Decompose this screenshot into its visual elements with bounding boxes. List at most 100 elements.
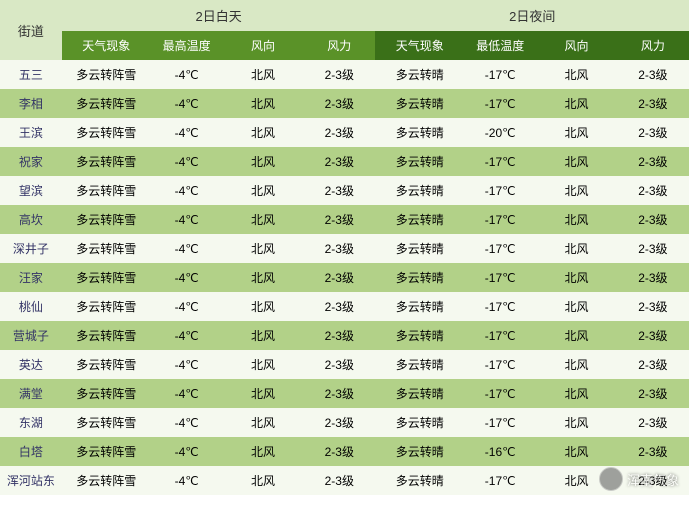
cell-day-weather: 多云转阵雪	[62, 350, 151, 379]
cell-low: -17℃	[464, 89, 536, 118]
table-header: 街道 2日白天 2日夜间 天气现象 最高温度 风向 风力 天气现象 最低温度 风…	[0, 0, 689, 60]
cell-street: 深井子	[0, 234, 62, 263]
cell-high: -4℃	[151, 89, 223, 118]
cell-day-winddir: 北风	[223, 205, 303, 234]
table-row: 祝家多云转阵雪-4℃北风2-3级多云转晴-17℃北风2-3级	[0, 147, 689, 176]
cell-day-weather: 多云转阵雪	[62, 118, 151, 147]
cell-night-weather: 多云转晴	[375, 176, 464, 205]
cell-night-weather: 多云转晴	[375, 205, 464, 234]
cell-low: -17℃	[464, 379, 536, 408]
cell-night-weather: 多云转晴	[375, 118, 464, 147]
cell-night-winddir: 北风	[536, 408, 616, 437]
cell-day-windforce: 2-3级	[303, 408, 375, 437]
cell-day-winddir: 北风	[223, 466, 303, 495]
cell-day-winddir: 北风	[223, 350, 303, 379]
cell-street: 王滨	[0, 118, 62, 147]
cell-low: -17℃	[464, 321, 536, 350]
cell-low: -17℃	[464, 292, 536, 321]
cell-day-winddir: 北风	[223, 118, 303, 147]
cell-day-windforce: 2-3级	[303, 234, 375, 263]
cell-night-weather: 多云转晴	[375, 379, 464, 408]
cell-day-windforce: 2-3级	[303, 466, 375, 495]
cell-low: -20℃	[464, 118, 536, 147]
table-row: 东湖多云转阵雪-4℃北风2-3级多云转晴-17℃北风2-3级	[0, 408, 689, 437]
cell-night-weather: 多云转晴	[375, 321, 464, 350]
cell-day-winddir: 北风	[223, 263, 303, 292]
cell-day-weather: 多云转阵雪	[62, 321, 151, 350]
cell-night-winddir: 北风	[536, 234, 616, 263]
cell-low: -17℃	[464, 234, 536, 263]
cell-high: -4℃	[151, 205, 223, 234]
cell-day-windforce: 2-3级	[303, 147, 375, 176]
cell-street: 李相	[0, 89, 62, 118]
cell-day-windforce: 2-3级	[303, 321, 375, 350]
col-night-winddir: 风向	[536, 31, 616, 60]
table-row: 汪家多云转阵雪-4℃北风2-3级多云转晴-17℃北风2-3级	[0, 263, 689, 292]
weather-table: 街道 2日白天 2日夜间 天气现象 最高温度 风向 风力 天气现象 最低温度 风…	[0, 0, 689, 495]
cell-night-windforce: 2-3级	[617, 147, 689, 176]
cell-day-windforce: 2-3级	[303, 437, 375, 466]
table-body: 五三多云转阵雪-4℃北风2-3级多云转晴-17℃北风2-3级李相多云转阵雪-4℃…	[0, 60, 689, 495]
cell-night-weather: 多云转晴	[375, 60, 464, 89]
cell-night-winddir: 北风	[536, 118, 616, 147]
cell-day-windforce: 2-3级	[303, 118, 375, 147]
col-night-windforce: 风力	[617, 31, 689, 60]
cell-day-weather: 多云转阵雪	[62, 89, 151, 118]
cell-street: 五三	[0, 60, 62, 89]
cell-night-winddir: 北风	[536, 321, 616, 350]
cell-high: -4℃	[151, 60, 223, 89]
cell-high: -4℃	[151, 350, 223, 379]
cell-low: -17℃	[464, 408, 536, 437]
cell-high: -4℃	[151, 176, 223, 205]
cell-day-windforce: 2-3级	[303, 60, 375, 89]
cell-night-weather: 多云转晴	[375, 466, 464, 495]
cell-night-weather: 多云转晴	[375, 89, 464, 118]
cell-night-winddir: 北风	[536, 379, 616, 408]
table-row: 望滨多云转阵雪-4℃北风2-3级多云转晴-17℃北风2-3级	[0, 176, 689, 205]
col-day-weather: 天气现象	[62, 31, 151, 60]
cell-day-windforce: 2-3级	[303, 205, 375, 234]
cell-high: -4℃	[151, 321, 223, 350]
cell-day-windforce: 2-3级	[303, 350, 375, 379]
table-row: 深井子多云转阵雪-4℃北风2-3级多云转晴-17℃北风2-3级	[0, 234, 689, 263]
cell-day-winddir: 北风	[223, 147, 303, 176]
cell-night-winddir: 北风	[536, 292, 616, 321]
cell-night-winddir: 北风	[536, 466, 616, 495]
cell-low: -17℃	[464, 60, 536, 89]
table-row: 英达多云转阵雪-4℃北风2-3级多云转晴-17℃北风2-3级	[0, 350, 689, 379]
cell-night-winddir: 北风	[536, 89, 616, 118]
col-night-low: 最低温度	[464, 31, 536, 60]
cell-night-windforce: 2-3级	[617, 263, 689, 292]
cell-night-windforce: 2-3级	[617, 205, 689, 234]
cell-low: -16℃	[464, 437, 536, 466]
table-row: 满堂多云转阵雪-4℃北风2-3级多云转晴-17℃北风2-3级	[0, 379, 689, 408]
cell-night-windforce: 2-3级	[617, 466, 689, 495]
col-day-winddir: 风向	[223, 31, 303, 60]
cell-day-windforce: 2-3级	[303, 176, 375, 205]
cell-day-winddir: 北风	[223, 292, 303, 321]
cell-low: -17℃	[464, 263, 536, 292]
cell-high: -4℃	[151, 263, 223, 292]
cell-night-winddir: 北风	[536, 147, 616, 176]
cell-day-weather: 多云转阵雪	[62, 437, 151, 466]
cell-night-winddir: 北风	[536, 350, 616, 379]
cell-street: 英达	[0, 350, 62, 379]
cell-low: -17℃	[464, 176, 536, 205]
cell-high: -4℃	[151, 437, 223, 466]
cell-day-weather: 多云转阵雪	[62, 176, 151, 205]
cell-night-windforce: 2-3级	[617, 408, 689, 437]
cell-street: 浑河站东	[0, 466, 62, 495]
cell-high: -4℃	[151, 234, 223, 263]
table-row: 五三多云转阵雪-4℃北风2-3级多云转晴-17℃北风2-3级	[0, 60, 689, 89]
cell-night-weather: 多云转晴	[375, 263, 464, 292]
cell-night-windforce: 2-3级	[617, 234, 689, 263]
cell-street: 满堂	[0, 379, 62, 408]
cell-high: -4℃	[151, 147, 223, 176]
cell-night-windforce: 2-3级	[617, 437, 689, 466]
cell-night-windforce: 2-3级	[617, 176, 689, 205]
cell-night-windforce: 2-3级	[617, 321, 689, 350]
cell-high: -4℃	[151, 408, 223, 437]
cell-street: 高坎	[0, 205, 62, 234]
cell-street: 汪家	[0, 263, 62, 292]
cell-night-windforce: 2-3级	[617, 350, 689, 379]
